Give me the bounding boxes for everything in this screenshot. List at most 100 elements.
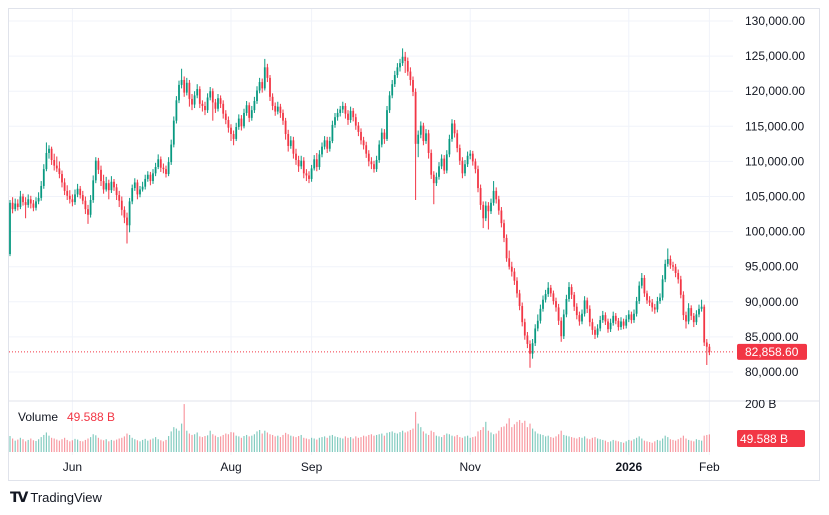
candle-body (261, 82, 264, 89)
candle-body (471, 153, 474, 162)
candle-body (578, 315, 581, 322)
candle-body (9, 202, 11, 255)
price-axis[interactable]: 130,000.00 125,000.00 120,000.00 115,000.00… (745, 14, 805, 379)
volume-bar (456, 434, 458, 452)
volume-bar (667, 437, 669, 452)
candle-body (271, 96, 274, 106)
volume-bar (602, 439, 604, 452)
volume-bar (568, 436, 570, 452)
volume-bar (607, 442, 609, 452)
volume-bar (680, 437, 682, 452)
volume-bar (399, 432, 401, 452)
candle-body (300, 160, 303, 167)
volume-bar (402, 430, 404, 452)
candle-body (586, 300, 589, 309)
candle-body (365, 145, 368, 154)
logo-text: TradingView (30, 490, 102, 505)
volume-bar (9, 436, 11, 452)
volume-bar (269, 434, 271, 452)
volume-bar (51, 437, 53, 452)
volume-bar (170, 431, 172, 452)
volume-bar (513, 424, 515, 452)
volume-bar (274, 436, 276, 452)
volume-bar (534, 431, 536, 452)
candle-body (66, 190, 69, 196)
tradingview-logo-icon: 𝗧𝗩 (10, 489, 28, 505)
candle-body (601, 315, 604, 321)
candle-body (79, 188, 82, 196)
candle-body (604, 315, 607, 322)
volume-bar (27, 439, 29, 452)
volume-bar (82, 441, 84, 452)
candle-body (123, 209, 126, 218)
candle-body (81, 195, 84, 201)
candle-body (133, 182, 136, 189)
candle-body (643, 277, 646, 294)
volume-bar (420, 427, 422, 452)
volume-bar (506, 423, 508, 452)
volume-bar (511, 427, 513, 452)
candle-body (284, 120, 287, 135)
volume-bar (435, 435, 437, 452)
last-volume-badge: 49.588 B (737, 430, 805, 447)
volume-bar (628, 439, 630, 452)
candle-body (531, 343, 534, 354)
candle-body (627, 314, 630, 320)
candle-body (224, 113, 227, 120)
volume-bar (279, 437, 281, 452)
price-tick-label: 90,000.00 (745, 295, 799, 309)
candle-body (178, 84, 180, 101)
volume-bar (38, 439, 40, 452)
candle-body (638, 285, 641, 302)
candle-body (549, 287, 552, 294)
candle-body (443, 158, 446, 171)
volume-bar (659, 440, 661, 452)
candle-body (396, 67, 399, 76)
candle-body (89, 200, 92, 215)
candle-body (391, 84, 394, 96)
candle-body (110, 181, 113, 191)
volume-bar (105, 439, 107, 452)
volume-bar (199, 436, 201, 452)
candle-body (495, 190, 498, 200)
volume-bar (175, 428, 177, 452)
candle-body (87, 209, 89, 215)
candle-body (16, 203, 19, 208)
candle-body (19, 196, 22, 208)
candle-body (526, 335, 529, 344)
volume-bar (550, 437, 552, 452)
candle-body (152, 173, 154, 182)
candle-body (435, 176, 438, 184)
candle-body (513, 271, 516, 281)
volume-bar (25, 441, 27, 452)
volume-legend[interactable]: Volume 49.588 B (18, 410, 115, 424)
candle-body (180, 79, 183, 85)
candle-body (380, 132, 383, 145)
candle-body (157, 159, 160, 168)
volume-bar (532, 428, 534, 452)
candle-body (107, 183, 110, 191)
volume-bar (162, 441, 164, 452)
volume-bar (490, 432, 492, 452)
tradingview-logo[interactable]: 𝗧𝗩 TradingView (10, 489, 102, 506)
candle-body (705, 342, 708, 347)
candle-body (648, 300, 651, 303)
candle-body (146, 174, 149, 179)
volume-bar (19, 437, 21, 452)
volume-bar (542, 434, 544, 452)
time-axis[interactable]: Jun Aug Sep Nov 2026 Feb (63, 460, 720, 474)
candle-body (198, 89, 201, 104)
candle-body (326, 140, 329, 149)
volume-bar (87, 438, 89, 452)
volume-bar (100, 439, 102, 452)
volume-bar (58, 440, 60, 452)
candle-body (341, 105, 344, 110)
candle-body (640, 277, 643, 286)
candle-body (344, 105, 347, 114)
candle-body (40, 185, 43, 198)
candle-body (560, 320, 563, 337)
candle-body (625, 319, 628, 326)
volume-bar (222, 434, 224, 452)
volume-bar (321, 437, 323, 452)
